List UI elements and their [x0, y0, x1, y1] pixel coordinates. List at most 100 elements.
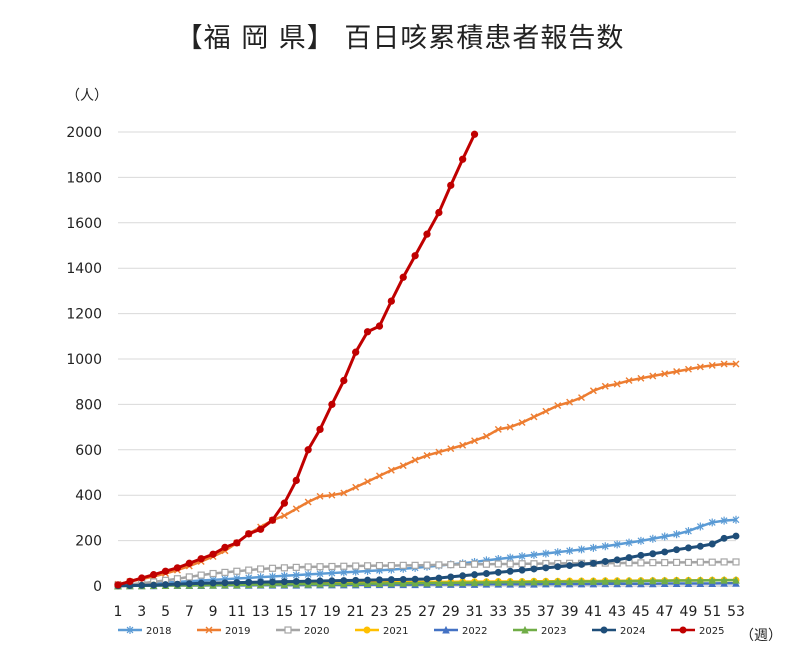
- data-point: [732, 576, 740, 584]
- data-point: [672, 576, 681, 585]
- legend-marker: [363, 626, 371, 634]
- x-tick-label: 31: [466, 604, 484, 620]
- data-point: [114, 581, 122, 589]
- data-point: [506, 578, 514, 586]
- data-point: [601, 542, 609, 551]
- data-point: [673, 546, 681, 554]
- data-point: [649, 576, 657, 585]
- data-point: [221, 543, 229, 552]
- data-point: [720, 576, 728, 584]
- legend-label: 2019: [225, 626, 250, 637]
- data-point: [150, 581, 158, 589]
- data-point: [316, 569, 324, 578]
- data-point: [494, 425, 502, 433]
- x-tick-label: 25: [394, 604, 412, 620]
- data-point: [673, 558, 681, 566]
- data-point: [435, 208, 443, 217]
- data-point: [221, 568, 229, 576]
- data-point: [363, 328, 372, 336]
- data-point: [530, 565, 538, 573]
- x-tick-label: 27: [418, 604, 436, 620]
- data-point: [661, 559, 669, 567]
- data-point: [625, 538, 633, 547]
- legend-item: 2023: [513, 625, 566, 637]
- x-tick-label: 13: [252, 604, 270, 620]
- data-point: [268, 516, 277, 524]
- data-point: [292, 577, 300, 585]
- data-point: [649, 550, 657, 558]
- x-tick-label: 45: [632, 604, 650, 620]
- legend-marker: [205, 626, 213, 634]
- data-point: [459, 572, 467, 580]
- data-point: [126, 577, 134, 586]
- data-point: [375, 322, 384, 330]
- data-point: [471, 571, 479, 579]
- data-point: [482, 560, 490, 568]
- x-tick-label: 1: [114, 604, 123, 620]
- data-point: [185, 573, 193, 581]
- data-point: [518, 560, 526, 568]
- data-point: [233, 539, 241, 547]
- data-point: [209, 569, 217, 578]
- data-point: [578, 394, 585, 402]
- y-tick-label: 1600: [66, 216, 102, 232]
- legend-marker: [284, 626, 292, 634]
- data-point: [459, 560, 467, 569]
- data-point: [578, 545, 585, 554]
- x-tick-label: 21: [347, 604, 365, 620]
- data-point: [340, 376, 348, 385]
- data-point: [684, 544, 692, 552]
- data-point: [173, 580, 181, 588]
- data-point: [459, 155, 467, 163]
- legend-item: 2025: [671, 626, 724, 637]
- data-point: [553, 577, 562, 586]
- data-point: [696, 558, 704, 566]
- data-point: [637, 374, 645, 382]
- data-point: [482, 432, 490, 440]
- data-point: [292, 476, 300, 485]
- x-tick-label: 5: [161, 604, 170, 620]
- legend-marker: [442, 625, 450, 634]
- data-point: [613, 577, 621, 585]
- x-tick-label: 19: [323, 604, 341, 620]
- data-point: [423, 230, 431, 238]
- data-point: [649, 559, 657, 567]
- data-point: [661, 548, 669, 556]
- data-point: [316, 563, 324, 571]
- data-point: [660, 576, 669, 585]
- x-tick-label: 47: [656, 604, 674, 620]
- data-point: [506, 423, 514, 431]
- y-axis-unit: （人）: [66, 88, 108, 104]
- data-point: [304, 446, 312, 454]
- data-point: [470, 130, 479, 138]
- data-point: [364, 576, 372, 584]
- legend-item: 2024: [592, 626, 645, 637]
- y-tick-label: 1000: [66, 352, 102, 368]
- data-point: [411, 578, 419, 587]
- legend-label: 2025: [699, 626, 724, 637]
- data-point: [352, 576, 360, 584]
- legend-marker: [126, 626, 134, 634]
- data-point: [720, 360, 728, 368]
- data-point: [696, 576, 705, 584]
- data-point: [732, 515, 740, 524]
- data-point: [589, 577, 598, 585]
- data-point: [578, 560, 585, 568]
- data-point: [732, 558, 740, 566]
- data-point: [696, 542, 704, 550]
- data-point: [685, 527, 692, 536]
- data-point: [292, 571, 300, 580]
- x-tick-label: 11: [228, 604, 246, 620]
- legend-label: 2021: [383, 626, 408, 637]
- data-point: [352, 483, 360, 491]
- legend-label: 2022: [462, 626, 487, 637]
- x-tick-label: 7: [185, 604, 194, 620]
- data-point: [542, 564, 550, 572]
- data-point: [280, 512, 288, 520]
- y-tick-label: 1400: [66, 261, 102, 277]
- data-point: [328, 400, 336, 409]
- data-point: [435, 561, 443, 569]
- series-2023: [114, 576, 740, 590]
- data-point: [269, 578, 276, 586]
- data-point: [233, 567, 241, 575]
